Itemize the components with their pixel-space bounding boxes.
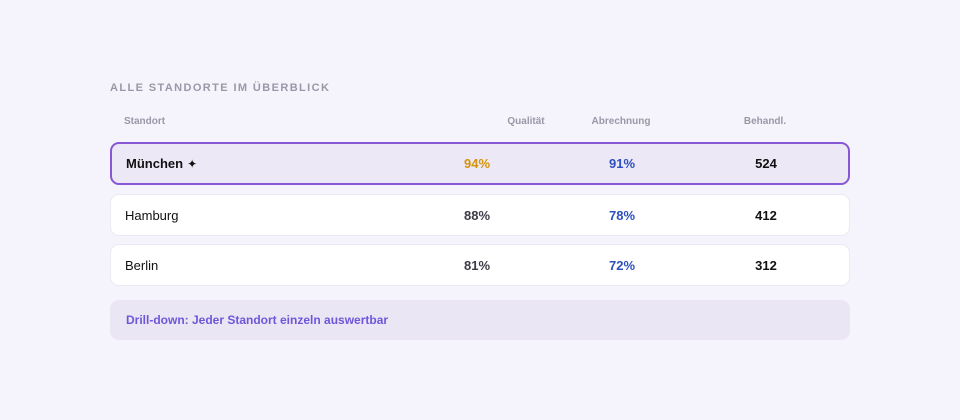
row-location-label: Hamburg xyxy=(125,207,179,223)
table-row-muenchen[interactable]: München ✦ 94% 91% 524 xyxy=(110,142,850,185)
row-location-cell: München ✦ xyxy=(126,144,197,183)
drill-down-note: Drill-down: Jeder Standort einzeln auswe… xyxy=(110,300,850,340)
table-row-berlin[interactable]: Berlin 81% 72% 312 xyxy=(110,244,850,286)
sparkle-icon: ✦ xyxy=(187,156,198,171)
drill-down-note-text: Drill-down: Jeder Standort einzeln auswe… xyxy=(126,313,389,327)
column-header-treatments: Behandl. xyxy=(743,116,787,127)
column-header-location: Standort xyxy=(124,116,166,127)
row-quality-value: 94% xyxy=(463,156,491,171)
column-header-billing: Abrechnung xyxy=(591,116,651,127)
section-title: ALLE STANDORTE IM ÜBERBLICK xyxy=(110,82,331,94)
table-header: Standort Qualität Abrechnung Behandl. xyxy=(110,116,850,130)
column-header-quality: Qualität xyxy=(507,116,545,127)
row-location-label: München xyxy=(126,156,184,171)
row-location-label: Berlin xyxy=(125,257,159,273)
row-billing-value: 91% xyxy=(608,156,636,171)
row-treatments-value: 524 xyxy=(755,156,777,171)
row-billing-value: 78% xyxy=(608,207,636,223)
row-quality-value: 81% xyxy=(463,257,491,273)
locations-overview-panel: ALLE STANDORTE IM ÜBERBLICK Standort Qua… xyxy=(110,0,850,420)
row-treatments-value: 412 xyxy=(755,207,777,223)
row-billing-value: 72% xyxy=(608,257,636,273)
row-quality-value: 88% xyxy=(463,207,491,223)
table-row-hamburg[interactable]: Hamburg 88% 78% 412 xyxy=(110,194,850,236)
row-treatments-value: 312 xyxy=(755,257,777,273)
